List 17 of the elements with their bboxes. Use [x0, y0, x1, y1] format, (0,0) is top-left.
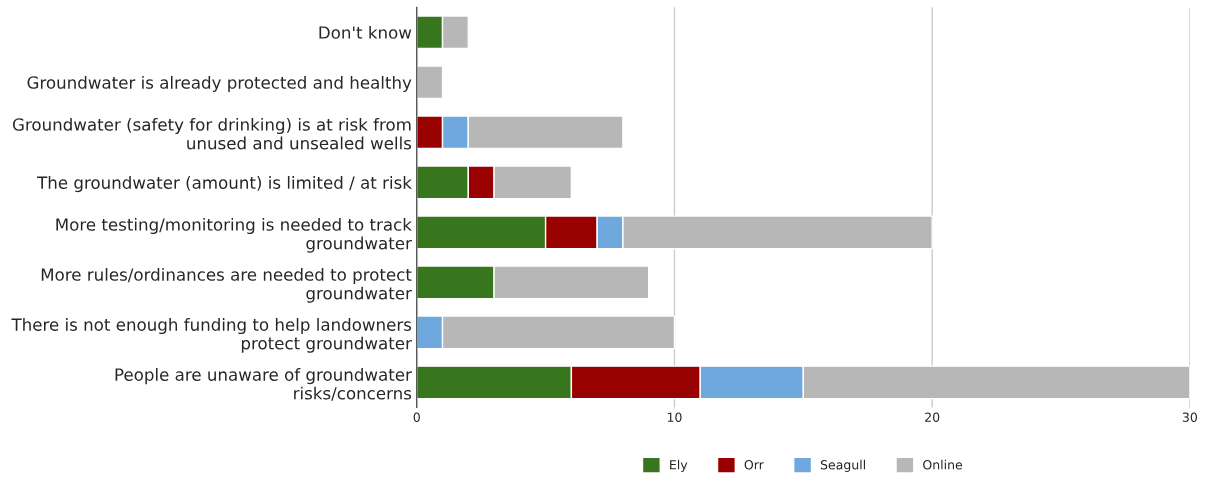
- y-tick-label: People are unaware of groundwater risks/concerns: [115, 368, 412, 401]
- x-tick-label: 30: [1182, 412, 1197, 422]
- x-tick-label: 20: [925, 412, 940, 422]
- legend-label: Online: [923, 459, 963, 470]
- y-tick-label: The groundwater (amount) is limited / at risk: [37, 176, 412, 193]
- y-tick-label: There is not enough funding to help landowners protect groundwater: [11, 317, 412, 353]
- x-tick-label: 10: [667, 412, 682, 422]
- y-tick-label: Groundwater (safety for drinking) is at risk from unused and unsealed wells: [12, 117, 412, 150]
- bar: [416, 65, 444, 100]
- y-tick-label: Groundwater is already protected and healthy: [27, 75, 412, 93]
- y-tick-label: More testing/monitoring is needed to track groundwater: [56, 217, 412, 253]
- y-tick-label: Don't know: [319, 25, 412, 39]
- legend-label: Orr: [744, 460, 764, 470]
- y-tick-label: More rules/ordinances are needed to protect groundwater: [41, 267, 412, 303]
- legend-label: Ely: [670, 459, 688, 472]
- x-tick-label: 0: [413, 412, 420, 422]
- legend-label: Seagull: [820, 459, 865, 472]
